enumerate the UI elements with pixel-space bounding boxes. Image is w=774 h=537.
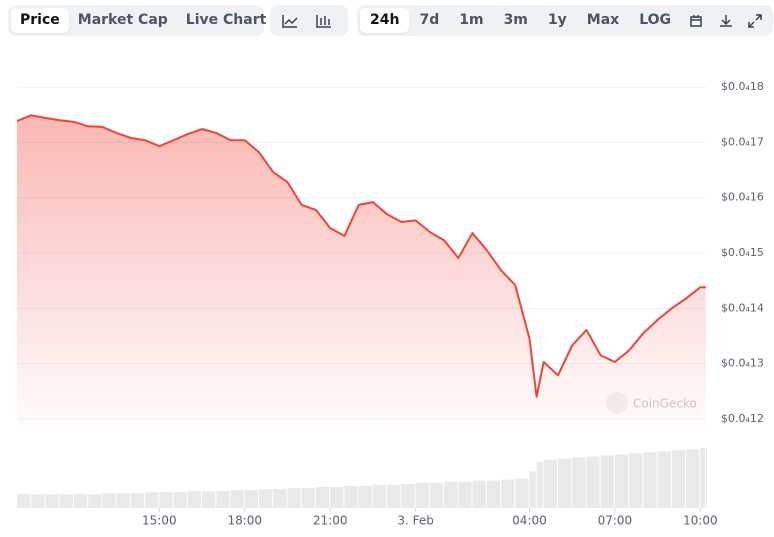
line-chart-button[interactable] xyxy=(273,8,307,33)
x-tick-label: 04:00 xyxy=(512,514,547,528)
range-button[interactable]: 24h xyxy=(360,8,410,33)
tab-group: Price Market Cap Live Chart xyxy=(8,5,282,36)
volume-bar xyxy=(187,491,202,508)
y-tick-label: $0.0₄18 xyxy=(721,80,764,93)
volume-bar xyxy=(301,488,315,508)
volume-bar xyxy=(472,480,486,508)
volume-bar xyxy=(330,487,344,508)
volume-bar xyxy=(358,485,372,508)
volume-bar xyxy=(415,482,429,508)
volume-bar xyxy=(529,471,536,508)
x-tick-label: 3. Feb xyxy=(397,514,434,528)
volume-bar xyxy=(486,480,501,508)
tab-label: Live Chart xyxy=(185,12,267,28)
line-icon xyxy=(282,14,298,28)
price-line xyxy=(16,114,706,398)
volume-bar xyxy=(230,490,244,508)
volume-bar xyxy=(543,459,557,508)
volume-bar xyxy=(686,449,700,508)
volume-bar xyxy=(401,483,415,508)
volume-bar xyxy=(700,448,705,508)
volume-bar xyxy=(372,484,387,508)
x-tick-label: 18:00 xyxy=(227,514,262,528)
range-button[interactable]: 3m xyxy=(503,12,528,28)
x-tick-label: 07:00 xyxy=(598,514,633,528)
y-tick-label: $0.0₄14 xyxy=(721,301,764,314)
range-button[interactable]: 1y xyxy=(547,12,567,28)
volume-bar xyxy=(586,456,600,508)
volume-bar xyxy=(31,494,45,508)
icon xyxy=(690,14,702,27)
volume-bar xyxy=(429,482,444,508)
volume-bar xyxy=(458,481,472,508)
volume-bar xyxy=(629,453,643,508)
chart-type-group xyxy=(270,5,348,36)
volume-bar xyxy=(159,492,173,508)
x-tick-label: 21:00 xyxy=(313,514,348,528)
range-button[interactable]: 1m xyxy=(459,12,484,28)
volume-bar xyxy=(557,458,572,508)
icon xyxy=(748,13,762,28)
range-group: 24h 7d 1m 3m 1y Max LOG xyxy=(357,5,773,36)
volume-bar xyxy=(614,454,629,508)
volume-bar xyxy=(706,448,707,508)
volume-bar xyxy=(202,491,216,508)
volume-bar xyxy=(173,492,187,508)
volume-bar xyxy=(273,489,287,508)
volume-bar xyxy=(45,494,59,508)
volume-bar xyxy=(600,455,614,508)
y-tick-label: $0.0₄15 xyxy=(721,246,764,259)
range-button[interactable]: LOG xyxy=(639,12,672,28)
watermark: CoinGecko xyxy=(633,397,697,411)
volume-bar xyxy=(145,492,159,508)
volume-bar xyxy=(102,493,116,508)
tab-button[interactable]: Market Cap xyxy=(77,12,168,28)
volume-bar xyxy=(116,493,130,508)
volume-bar xyxy=(287,488,301,508)
download-button[interactable] xyxy=(711,8,741,33)
volume-bar xyxy=(344,485,358,508)
volume-bar xyxy=(501,479,515,508)
volume-bar xyxy=(315,487,330,508)
volume-bar xyxy=(244,490,259,508)
volume-bar xyxy=(130,493,145,508)
volume-bar xyxy=(657,451,671,508)
range-button[interactable]: Max xyxy=(586,12,620,28)
volume-bar xyxy=(572,457,586,508)
volume-bar xyxy=(387,484,401,508)
area-fill xyxy=(17,115,706,425)
volume-bar xyxy=(259,489,273,508)
volume-bar xyxy=(444,481,458,508)
volume-bar xyxy=(17,494,31,508)
x-tick-label: 15:00 xyxy=(142,514,177,528)
candle-chart-button[interactable] xyxy=(307,8,341,33)
volume-bar xyxy=(536,461,543,508)
y-tick-label: $0.0₄13 xyxy=(721,357,764,370)
volume-bar xyxy=(59,494,73,508)
y-tick-label: $0.0₄17 xyxy=(721,135,764,148)
range-button[interactable]: 7d xyxy=(419,12,440,28)
expand-button[interactable] xyxy=(740,8,770,33)
volume-bar xyxy=(216,491,230,508)
y-tick-label: $0.0₄12 xyxy=(721,412,764,425)
candle-icon xyxy=(316,14,331,28)
volume-bar xyxy=(515,478,529,508)
y-tick-label: $0.0₄16 xyxy=(721,191,764,204)
volume-bar xyxy=(671,450,686,508)
volume-bar xyxy=(643,452,657,508)
volume-bar xyxy=(73,494,88,508)
watermark-logo xyxy=(606,392,628,414)
icon xyxy=(719,14,732,27)
volume-bar xyxy=(88,494,102,508)
tab-button[interactable]: Price xyxy=(11,8,69,33)
x-tick-label: 10:00 xyxy=(683,514,718,528)
calendar-button[interactable] xyxy=(681,8,711,33)
